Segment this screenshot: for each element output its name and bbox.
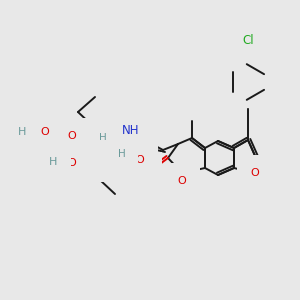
Text: NH: NH — [113, 154, 131, 167]
Text: H: H — [118, 149, 126, 159]
Text: O: O — [136, 155, 144, 165]
Text: O: O — [178, 176, 186, 186]
Polygon shape — [223, 57, 273, 107]
Text: H: H — [49, 157, 57, 167]
Text: O: O — [68, 158, 76, 168]
Text: O: O — [129, 123, 137, 133]
Text: H: H — [99, 133, 107, 143]
Text: H: H — [18, 127, 26, 137]
Text: NH: NH — [122, 124, 140, 136]
Text: Cl: Cl — [242, 34, 254, 47]
Text: O: O — [250, 168, 260, 178]
Text: O: O — [40, 127, 50, 137]
Text: O: O — [140, 165, 148, 175]
Text: O: O — [68, 131, 76, 141]
Text: O: O — [40, 158, 50, 168]
